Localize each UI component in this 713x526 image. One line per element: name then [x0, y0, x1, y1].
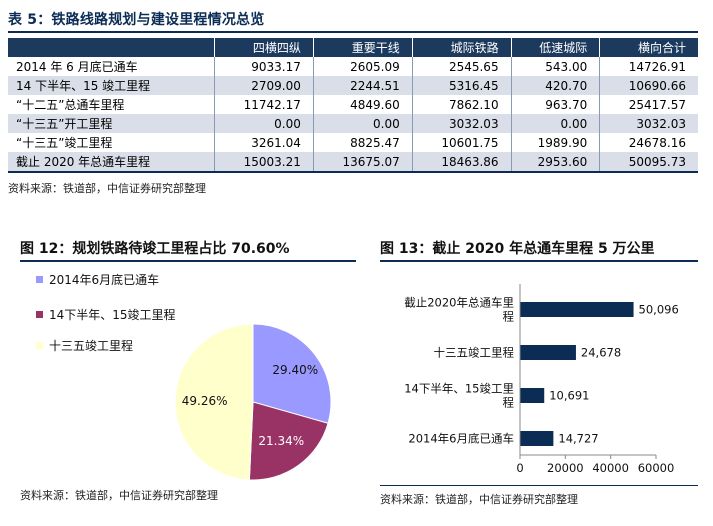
table-cell: 7862.10	[412, 95, 512, 114]
bar-figure-bottom-rule	[380, 485, 698, 486]
table-cell: 15003.21	[214, 152, 314, 173]
legend-entry: 14下半年、15竣工里程	[36, 300, 236, 328]
legend-label: 十三五竣工里程	[49, 338, 134, 353]
pie-legend: 2014年6月底已通车 14下半年、15竣工里程 十三五竣工里程	[36, 266, 236, 358]
bar-value-label: 14,727	[558, 432, 598, 446]
table-cell: 50095.73	[599, 152, 698, 173]
table-cell: 963.70	[511, 95, 601, 114]
bar-category-label: 2014年6月底已通车	[408, 432, 514, 446]
table-row: “十二五”总通车里程 11742.17 4849.60 7862.10 963.…	[8, 95, 698, 114]
row-label: 14 下半年、15 竣工里程	[8, 76, 215, 95]
pie-chart: 29.40% 21.34% 49.26%	[174, 323, 332, 481]
bar-category-label: 十三五竣工里程	[434, 346, 515, 360]
legend-entry: 十三五竣工里程	[36, 332, 236, 358]
table-cell: 0.00	[214, 114, 314, 133]
legend-swatch	[36, 341, 43, 349]
bar-category-label: 截止2020年总通车里程	[404, 296, 514, 324]
x-tick-label: 0	[516, 461, 523, 475]
legend-label: 2014年6月底已通车	[49, 272, 160, 287]
table-cell: 3032.03	[599, 114, 698, 133]
table-source-note: 资料来源：铁道部，中信证券研究部整理	[8, 182, 206, 195]
table-header-row: 四横四纵 重要干线 城际铁路 低速城际 横向合计	[8, 38, 698, 57]
bar-figure-rule	[380, 260, 698, 262]
pie-data-label: 49.26%	[182, 394, 228, 408]
table-cell: 13675.07	[313, 152, 413, 173]
row-label: “十二五”总通车里程	[8, 95, 215, 114]
table-cell: 2953.60	[511, 152, 601, 173]
pie-slice	[252, 323, 332, 424]
table-row: 14 下半年、15 竣工里程 2709.00 2244.51 5316.45 4…	[8, 76, 698, 95]
table-header-cell	[8, 38, 215, 57]
table-header-cell: 重要干线	[313, 38, 413, 57]
table-cell: 0.00	[511, 114, 601, 133]
table-row: “十三五”竣工里程 3261.04 8825.47 10601.75 1989.…	[8, 133, 698, 152]
bar	[520, 388, 545, 403]
mileage-table: 四横四纵 重要干线 城际铁路 低速城际 横向合计 2014 年 6 月底已通车 …	[8, 38, 698, 173]
table-cell: 10690.66	[599, 76, 698, 95]
table-cell: 8825.47	[313, 133, 413, 152]
table-cell: 3261.04	[214, 133, 314, 152]
table-header-cell: 低速城际	[511, 38, 601, 57]
pie-figure-rule	[20, 260, 356, 262]
pie-data-label: 21.34%	[258, 434, 304, 448]
table-cell: 24678.16	[599, 133, 698, 152]
bar-category-label: 14下半年、15竣工里程	[404, 382, 514, 410]
table-header-cell: 四横四纵	[214, 38, 314, 57]
table-cell: 25417.57	[599, 95, 698, 114]
table-cell: 2244.51	[313, 76, 413, 95]
table-cell: 2709.00	[214, 76, 314, 95]
table-cell: 11742.17	[214, 95, 314, 114]
table-cell: 0.00	[313, 114, 413, 133]
table-cell: 10601.75	[412, 133, 512, 152]
bar	[520, 431, 554, 446]
table-header-cell: 城际铁路	[412, 38, 512, 57]
table-cell: 4849.60	[313, 95, 413, 114]
table-cell: 2545.65	[412, 57, 512, 76]
table-row: “十三五”开工里程 0.00 0.00 3032.03 0.00 3032.03	[8, 114, 698, 133]
bar-chart: 截止2020年总通车里程 50,096 十三五竣工里程 24,678 14下半年、15竣…	[404, 284, 679, 475]
row-label: 2014 年 6 月底已通车	[8, 57, 215, 76]
table-row: 2014 年 6 月底已通车 9033.17 2605.09 2545.65 5…	[8, 57, 698, 76]
bar-value-label: 50,096	[639, 303, 679, 317]
pie-slice	[248, 401, 329, 481]
pie-source-note: 资料来源：铁道部，中信证券研究部整理	[20, 489, 218, 502]
table-cell: 1989.90	[511, 133, 601, 152]
row-label: “十三五”开工里程	[8, 114, 215, 133]
bar-source-note: 资料来源：铁道部，中信证券研究部整理	[380, 493, 578, 506]
row-label: “十三五”竣工里程	[8, 133, 215, 152]
legend-swatch	[36, 310, 43, 318]
x-tick-label: 40000	[592, 461, 629, 475]
pie-slice	[174, 323, 254, 481]
legend-swatch	[36, 275, 43, 283]
bar-value-label: 24,678	[581, 346, 621, 360]
bar-figure-title: 图 13：截止 2020 年总通车里程 5 万公里	[380, 241, 655, 257]
x-tick-label: 60000	[638, 461, 675, 475]
table-cell: 543.00	[511, 57, 601, 76]
bar-value-label: 10,691	[549, 389, 589, 403]
table-cell: 9033.17	[214, 57, 314, 76]
table-header-cell: 横向合计	[599, 38, 698, 57]
table-cell: 2605.09	[313, 57, 413, 76]
legend-entry: 2014年6月底已通车	[36, 266, 236, 292]
bar	[520, 345, 576, 360]
table-title: 表 5：铁路线路规划与建设里程情况总览	[8, 12, 265, 28]
table-row: 截止 2020 年总通车里程 15003.21 13675.07 18463.8…	[8, 152, 698, 173]
table-cell: 5316.45	[412, 76, 512, 95]
x-tick-label: 20000	[547, 461, 584, 475]
legend-label: 14下半年、15竣工里程	[49, 307, 176, 322]
table-cell: 420.70	[511, 76, 601, 95]
pie-figure-title: 图 12：规划铁路待竣工里程占比 70.60%	[20, 241, 290, 257]
table-top-rule	[8, 31, 698, 33]
table-cell: 18463.86	[412, 152, 512, 173]
bar	[520, 302, 634, 317]
row-label: 截止 2020 年总通车里程	[8, 152, 215, 173]
table-cell: 3032.03	[412, 114, 512, 133]
pie-data-label: 29.40%	[272, 363, 318, 377]
table-cell: 14726.91	[599, 57, 698, 76]
